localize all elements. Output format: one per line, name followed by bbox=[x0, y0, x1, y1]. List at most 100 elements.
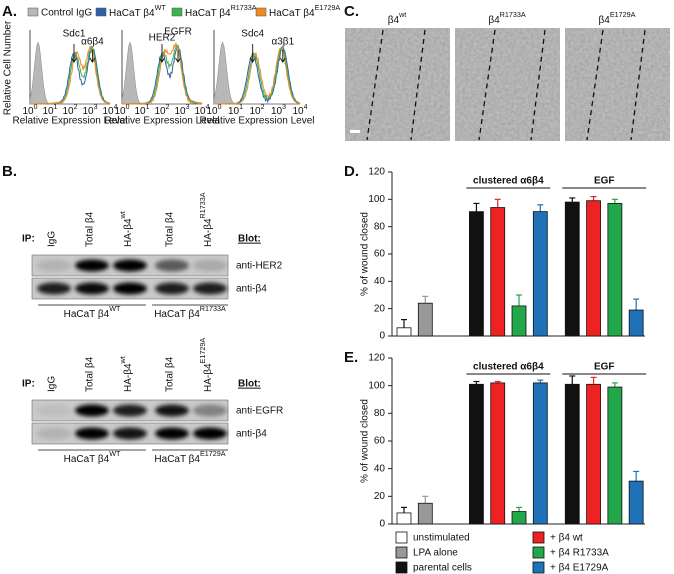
legend-label: LPA alone bbox=[413, 548, 458, 559]
group-label: HaCaT β4WT bbox=[64, 304, 121, 319]
tick-exp: 1 bbox=[54, 104, 58, 111]
y-tick-label: 0 bbox=[379, 331, 385, 342]
legend-swatch bbox=[395, 531, 408, 544]
group-label-sup: E1729A bbox=[200, 449, 226, 458]
band bbox=[37, 282, 71, 295]
tick-exp: 3 bbox=[186, 104, 190, 111]
annotation: α6β4 bbox=[81, 37, 104, 48]
tick-exp: 0 bbox=[34, 104, 38, 111]
tick-base: 10 bbox=[134, 106, 146, 117]
tick-exp: 1 bbox=[239, 104, 243, 111]
band bbox=[37, 427, 71, 440]
group-label-base: HaCaT β4 bbox=[154, 454, 200, 465]
x-tick-label: 104 bbox=[292, 104, 307, 116]
arrow bbox=[279, 50, 286, 63]
row-label: anti-β4 bbox=[236, 429, 267, 440]
legend-label: + β4 wt bbox=[550, 533, 583, 544]
group-label-sup: WT bbox=[109, 449, 121, 458]
band bbox=[75, 427, 109, 440]
group-label-base: HaCaT β4 bbox=[154, 309, 200, 320]
band bbox=[155, 282, 189, 295]
image-label: β4R1733A bbox=[488, 10, 526, 25]
y-tick-label: 40 bbox=[374, 276, 386, 287]
image-label-base: β4 bbox=[599, 15, 611, 26]
y-axis-label: % of wound closed bbox=[360, 212, 371, 296]
annotation: HER2 bbox=[149, 33, 176, 44]
bar bbox=[511, 305, 527, 337]
legend-label: HaCaT β4E1729A bbox=[269, 3, 340, 18]
panel-label: B. bbox=[2, 163, 17, 180]
image-label-sup: E1729A bbox=[610, 10, 636, 19]
micrograph-texture bbox=[565, 28, 670, 141]
legend-label: + β4 R1733A bbox=[550, 548, 609, 559]
annotation: Sdc4 bbox=[241, 29, 264, 40]
legend-label: + β4 E1729A bbox=[550, 563, 609, 574]
tick-base: 10 bbox=[102, 106, 114, 117]
band bbox=[113, 259, 147, 272]
legend-label: Control IgG bbox=[41, 8, 92, 19]
legend-label: HaCaT β4WT bbox=[109, 3, 166, 18]
x-axis-label: Relative Expression Level bbox=[199, 116, 314, 127]
x-tick-label: 102 bbox=[249, 104, 264, 116]
band bbox=[75, 259, 109, 272]
panel-label: A. bbox=[2, 3, 17, 20]
micrograph-texture bbox=[345, 28, 450, 141]
histogram bbox=[29, 45, 111, 105]
band bbox=[75, 404, 109, 417]
bar bbox=[417, 502, 433, 525]
lane-label-base: HA-β4 bbox=[203, 218, 214, 247]
tick-exp: 3 bbox=[94, 104, 98, 111]
x-tick-label: 104 bbox=[102, 104, 117, 116]
band bbox=[155, 427, 189, 440]
lane-label: IgG bbox=[47, 231, 58, 247]
x-tick-label: 101 bbox=[228, 104, 243, 116]
group-label: clustered α6β4 bbox=[473, 176, 544, 187]
panel-label: C. bbox=[344, 3, 359, 20]
x-tick-label: 104 bbox=[194, 104, 209, 116]
lane-label-base: HA-β4 bbox=[123, 363, 134, 392]
bar bbox=[607, 386, 623, 525]
legend-swatch bbox=[395, 546, 408, 559]
x-tick-label: 100 bbox=[206, 104, 221, 116]
lane-label: HA-β4R1733A bbox=[198, 192, 213, 247]
y-tick-label: 60 bbox=[374, 436, 386, 447]
bar bbox=[396, 512, 412, 525]
band bbox=[113, 427, 147, 440]
x-tick-label: 101 bbox=[134, 104, 149, 116]
tick-exp: 4 bbox=[114, 104, 118, 111]
legend-label-base: HaCaT β4 bbox=[269, 8, 315, 19]
tick-exp: 1 bbox=[146, 104, 150, 111]
lane-label-sup: E1729A bbox=[198, 338, 207, 364]
band bbox=[113, 282, 147, 295]
lane-label-sup: wt bbox=[118, 211, 127, 219]
bar bbox=[490, 207, 506, 337]
tick-base: 10 bbox=[62, 106, 74, 117]
y-tick-label: 120 bbox=[368, 167, 385, 178]
lane-label-sup: R1733A bbox=[198, 192, 207, 218]
group-label: EGF bbox=[594, 176, 615, 187]
group-label-base: HaCaT β4 bbox=[64, 309, 110, 320]
annotation: α3β1 bbox=[271, 37, 294, 48]
image-label: β4wt bbox=[388, 10, 407, 25]
blot-label: Blot: bbox=[238, 234, 261, 245]
tick-base: 10 bbox=[228, 106, 240, 117]
blot-label: Blot: bbox=[238, 379, 261, 390]
tick-exp: 0 bbox=[218, 104, 222, 111]
y-tick-label: 100 bbox=[368, 380, 385, 391]
wound-edge bbox=[530, 29, 546, 141]
wound-edge bbox=[366, 29, 384, 141]
lane-label-base: HA-β4 bbox=[123, 218, 134, 247]
lane-label: HA-β4wt bbox=[118, 211, 133, 247]
tick-base: 10 bbox=[249, 106, 261, 117]
row-label: anti-HER2 bbox=[236, 261, 283, 272]
lane-label: HA-β4wt bbox=[118, 356, 133, 392]
band bbox=[37, 259, 71, 272]
tick-base: 10 bbox=[194, 106, 206, 117]
band bbox=[75, 282, 109, 295]
row-label: anti-β4 bbox=[236, 284, 267, 295]
group-label: HaCaT β4R1733A bbox=[154, 304, 226, 319]
bar bbox=[628, 480, 644, 525]
tick-exp: 3 bbox=[282, 104, 286, 111]
tick-exp: 0 bbox=[126, 104, 130, 111]
